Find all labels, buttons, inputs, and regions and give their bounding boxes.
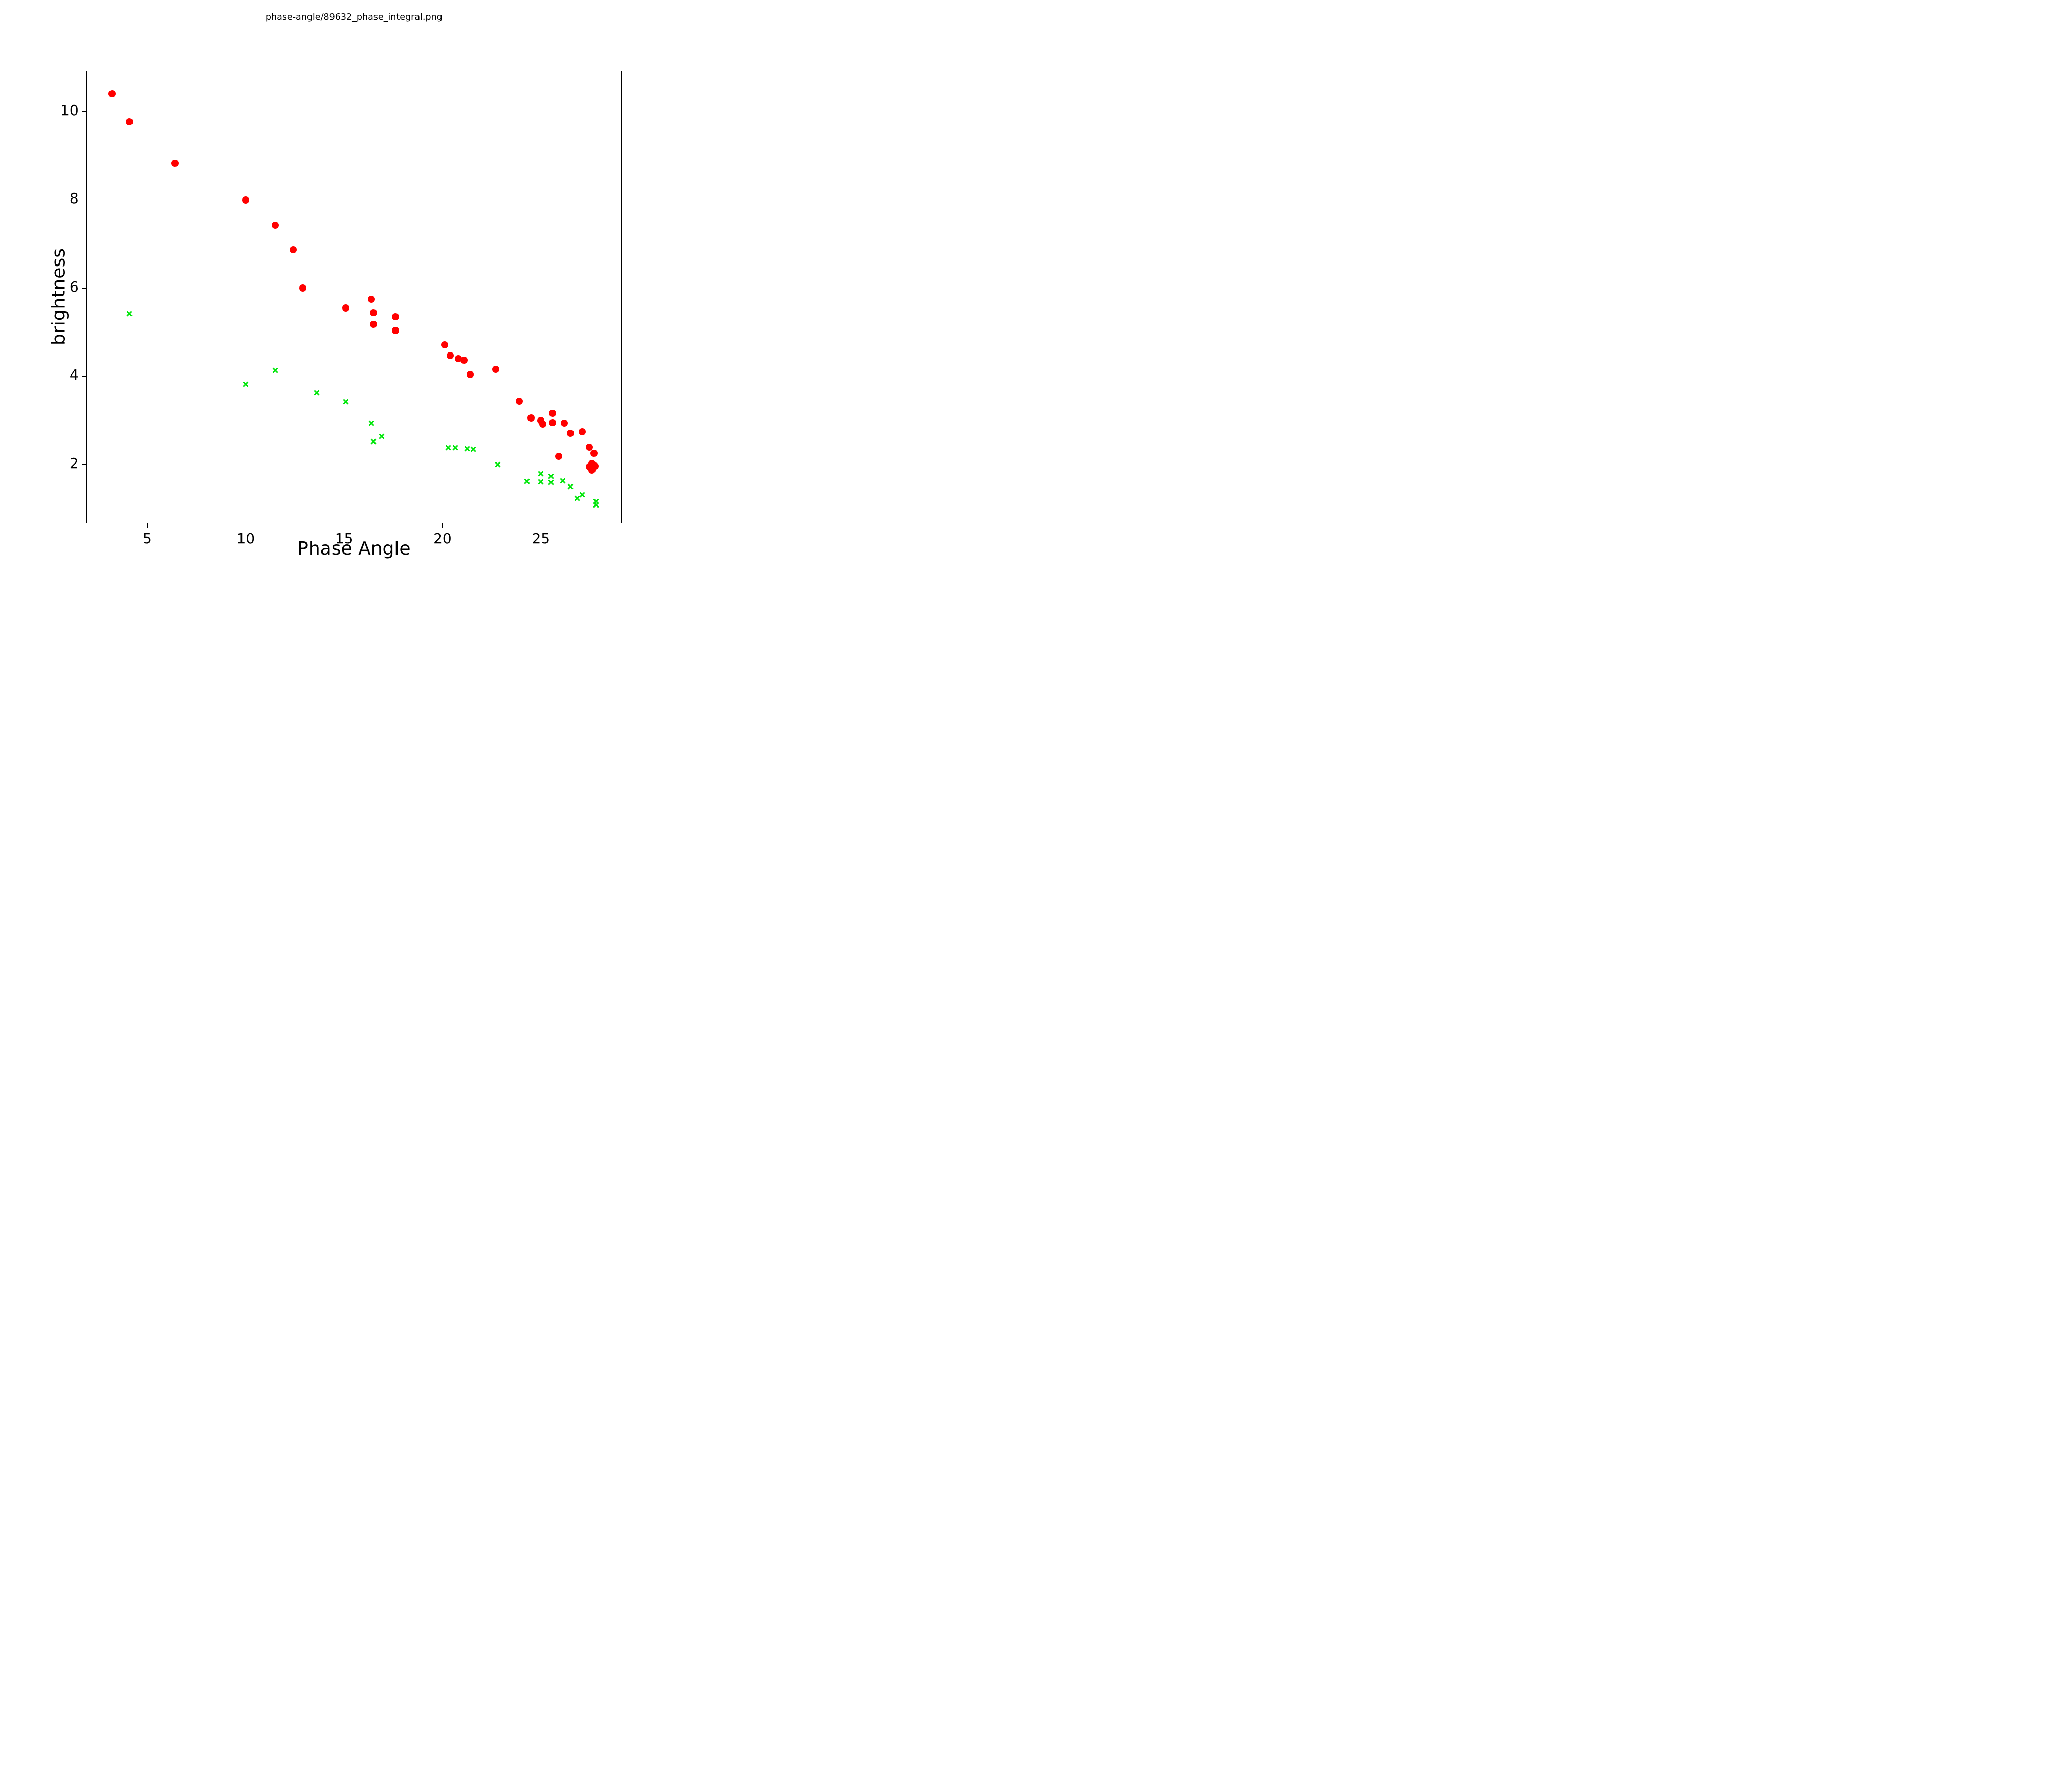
- y-axis-label: brightness: [48, 248, 70, 345]
- data-point-red-circles: [171, 159, 179, 167]
- data-point-red-circles: [391, 313, 399, 320]
- data-point-red-circles: [299, 284, 306, 292]
- y-tick-mark: [81, 111, 86, 112]
- data-point-green-crosses: [559, 477, 566, 484]
- x-tick-label: 25: [532, 530, 550, 547]
- data-point-red-circles: [440, 341, 448, 349]
- x-tick-label: 20: [433, 530, 452, 547]
- data-point-green-crosses: [538, 470, 544, 477]
- x-tick-label: 15: [335, 530, 354, 547]
- chart-title: phase-angle/89632_phase_integral.png: [265, 12, 443, 23]
- data-point-green-crosses: [378, 433, 385, 439]
- data-point-red-circles: [289, 246, 297, 253]
- data-point-red-circles: [555, 453, 562, 460]
- data-point-red-circles: [242, 196, 250, 204]
- data-point-red-circles: [466, 370, 474, 378]
- y-tick-label: 8: [69, 190, 79, 207]
- data-point-red-circles: [391, 327, 399, 335]
- data-point-red-circles: [447, 351, 454, 359]
- data-point-green-crosses: [547, 473, 554, 480]
- y-tick-label: 2: [69, 454, 79, 472]
- data-point-red-circles: [549, 409, 557, 417]
- data-point-green-crosses: [370, 438, 377, 445]
- data-point-red-circles: [368, 296, 376, 303]
- data-point-red-circles: [370, 320, 378, 328]
- data-point-green-crosses: [579, 492, 586, 498]
- data-point-red-circles: [590, 450, 598, 457]
- plot-area: [86, 70, 622, 524]
- y-tick-mark: [81, 376, 86, 377]
- data-point-red-circles: [588, 466, 596, 474]
- data-point-green-crosses: [343, 399, 349, 405]
- data-point-red-circles: [370, 309, 378, 317]
- data-point-red-circles: [460, 357, 468, 364]
- data-point-red-circles: [492, 366, 499, 373]
- data-point-red-circles: [539, 421, 547, 428]
- data-point-red-circles: [566, 429, 574, 437]
- data-point-green-crosses: [538, 479, 544, 486]
- data-point-green-crosses: [272, 367, 278, 374]
- y-tick-label: 6: [69, 278, 79, 295]
- data-point-green-crosses: [452, 444, 458, 451]
- figure: phase-angle/89632_phase_integral.png 5 10…: [0, 0, 691, 588]
- data-point-red-circles: [126, 118, 134, 125]
- data-point-red-circles: [342, 304, 350, 312]
- y-tick-label: 10: [60, 101, 79, 119]
- x-axis-label: Phase Angle: [297, 538, 411, 559]
- data-point-red-circles: [454, 355, 462, 362]
- y-tick-mark: [81, 464, 86, 465]
- x-tick-label: 10: [236, 530, 255, 547]
- data-point-green-crosses: [313, 390, 320, 396]
- data-point-green-crosses: [494, 461, 501, 468]
- data-point-red-circles: [527, 414, 535, 422]
- data-point-red-circles: [579, 428, 586, 435]
- data-point-green-crosses: [126, 310, 133, 317]
- data-point-green-crosses: [592, 502, 599, 509]
- data-point-red-circles: [585, 444, 593, 451]
- data-point-red-circles: [515, 397, 523, 405]
- data-point-green-crosses: [470, 446, 476, 452]
- data-point-red-circles: [108, 90, 116, 98]
- data-point-green-crosses: [445, 444, 452, 451]
- x-tick-mark: [442, 523, 443, 528]
- data-point-green-crosses: [547, 479, 554, 486]
- data-point-red-circles: [271, 222, 279, 229]
- data-point-green-crosses: [368, 420, 375, 426]
- data-point-green-crosses: [567, 483, 574, 490]
- data-point-red-circles: [561, 419, 568, 427]
- x-tick-label: 5: [143, 530, 152, 547]
- data-point-red-circles: [549, 418, 557, 426]
- y-tick-label: 4: [69, 366, 79, 384]
- data-point-green-crosses: [524, 478, 531, 484]
- data-point-green-crosses: [243, 381, 249, 387]
